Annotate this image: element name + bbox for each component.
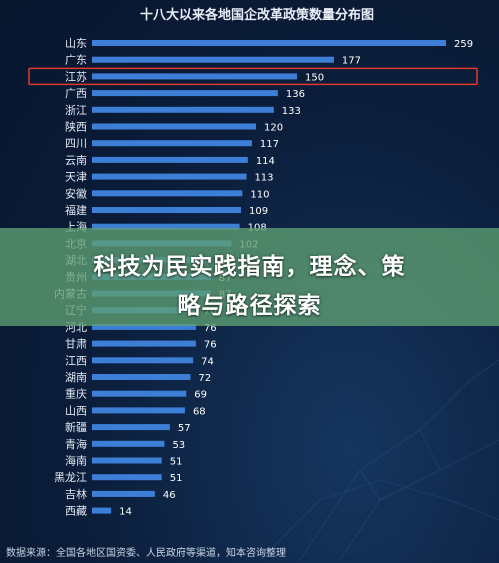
bar: [92, 474, 162, 481]
bar: [92, 123, 257, 130]
background-network-decoration: [259, 359, 499, 561]
category-label: 重庆: [65, 387, 87, 401]
value-label: 57: [178, 423, 191, 434]
value-label: 53: [172, 440, 185, 451]
category-label: 西藏: [65, 505, 87, 518]
bar: [92, 507, 112, 514]
bar: [92, 156, 248, 163]
highlight-box: [28, 67, 478, 86]
bar: [92, 424, 170, 431]
value-label: 117: [260, 139, 279, 150]
category-label: 广西: [65, 87, 87, 100]
value-label: 133: [282, 106, 301, 117]
category-label: 甘肃: [65, 338, 87, 351]
bar: [92, 40, 446, 46]
category-label: 新疆: [65, 420, 87, 434]
value-label: 68: [193, 406, 206, 417]
bar: [92, 73, 298, 80]
value-label: 72: [198, 373, 211, 384]
bar: [92, 440, 165, 447]
category-label: 江西: [65, 354, 87, 367]
category-label: 山东: [65, 37, 87, 50]
value-label: 259: [454, 39, 473, 50]
bar: [92, 173, 247, 180]
category-label: 陕西: [65, 120, 87, 134]
bar: [92, 390, 187, 397]
category-label: 四川: [65, 137, 87, 150]
bar: [92, 223, 240, 230]
category-label: 浙江: [65, 104, 87, 117]
value-label: 51: [170, 473, 183, 484]
bar: [92, 106, 274, 113]
category-label: 黑龙江: [54, 471, 87, 484]
value-label: 136: [286, 89, 305, 100]
banner-line-2: 略与路径探索: [177, 293, 322, 319]
category-label: 广东: [65, 54, 87, 67]
value-label: 74: [201, 356, 214, 367]
bar: [92, 457, 162, 464]
category-label: 吉林: [65, 487, 87, 501]
bar: [92, 374, 191, 380]
value-label: 51: [170, 457, 183, 468]
value-label: 120: [264, 123, 283, 134]
title-banner: [0, 228, 499, 326]
category-label: 湖南: [65, 371, 87, 384]
value-label: 177: [342, 56, 361, 67]
category-label: 海南: [65, 454, 87, 468]
bar: [92, 490, 155, 497]
value-label: 113: [254, 173, 273, 184]
value-label: 14: [119, 507, 132, 518]
bar: [92, 190, 243, 197]
bar: [92, 140, 252, 147]
category-label: 天津: [65, 171, 87, 184]
value-label: 114: [256, 156, 275, 167]
value-label: 76: [204, 340, 217, 351]
category-label: 福建: [65, 203, 87, 217]
value-label: 109: [249, 206, 268, 217]
value-label: 76: [204, 323, 217, 334]
category-label: 山西: [65, 404, 87, 417]
category-label: 江苏: [65, 70, 87, 83]
bar: [92, 323, 196, 330]
category-label: 青海: [65, 437, 87, 451]
value-label: 46: [163, 490, 176, 501]
chart-title: 十八大以来各地国企改革政策数量分布图: [140, 7, 374, 23]
category-label: 安徽: [65, 186, 87, 200]
banner-line-1: 科技为民实践指南，理念、策: [93, 254, 406, 280]
category-label: 云南: [65, 154, 87, 167]
value-label: 150: [305, 72, 324, 83]
bar: [92, 340, 196, 347]
bar: [92, 407, 185, 414]
value-label: 69: [194, 390, 207, 401]
bar: [92, 207, 241, 213]
data-source-note: 数据来源：全国各地区国资委、人民政府等渠道，知本咨询整理: [6, 546, 286, 559]
value-label: 110: [250, 189, 269, 200]
bar: [92, 357, 194, 364]
bar: [92, 56, 334, 63]
bar: [92, 90, 278, 97]
